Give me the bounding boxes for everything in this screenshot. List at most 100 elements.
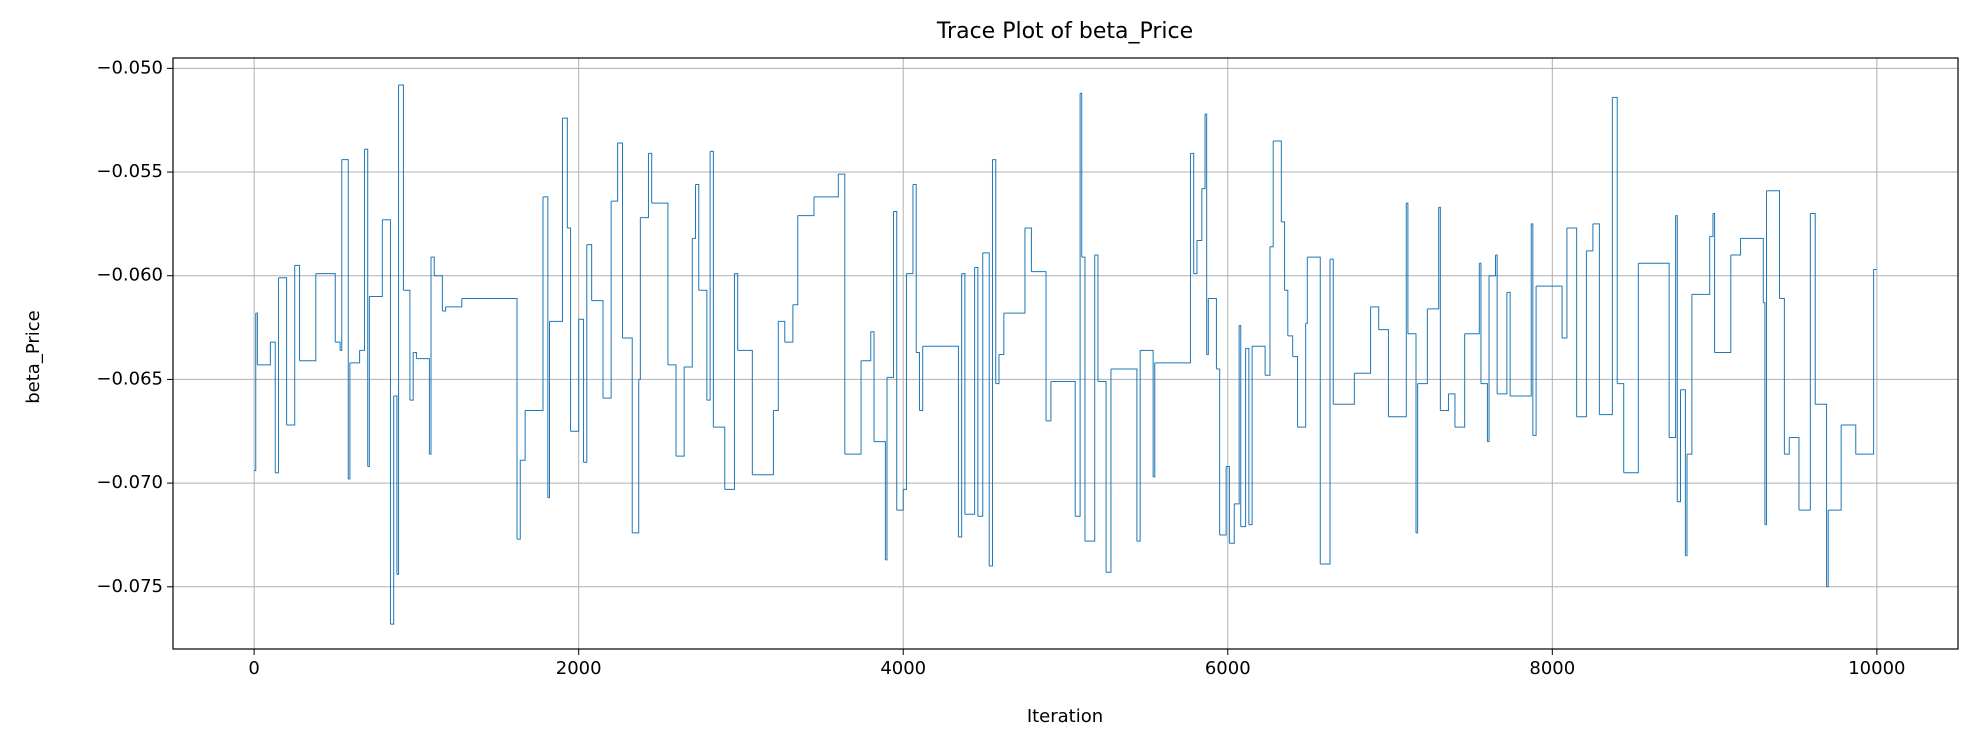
trace-segment	[429, 257, 432, 455]
trace-segment	[1273, 140, 1282, 222]
trace-segment	[1330, 258, 1334, 405]
trace-segment	[778, 320, 786, 343]
x-tick-label: 4000	[880, 658, 926, 679]
trace-segment	[1154, 153, 1191, 364]
chart-title: Trace Plot of beta_Price	[936, 19, 1193, 44]
trace-segment	[1709, 213, 1714, 237]
trace-segment	[1378, 329, 1389, 417]
trace-segment	[706, 151, 711, 401]
trace-segment	[1205, 113, 1208, 355]
trace-segment	[1763, 302, 1766, 525]
trace-segment	[1245, 347, 1250, 525]
trace-segment	[1592, 223, 1600, 415]
trace-segment	[1110, 368, 1138, 542]
trace-segment	[773, 321, 779, 412]
trace-segment	[1675, 215, 1678, 502]
y-tick-label: −0.075	[96, 576, 163, 597]
trace-segment	[1677, 389, 1682, 503]
trace-segment	[982, 252, 990, 567]
trace-segment	[617, 142, 623, 338]
trace-segment	[1050, 380, 1076, 517]
trace-segment	[922, 345, 959, 538]
trace-segment	[1687, 294, 1693, 455]
trace-segment	[1226, 466, 1230, 544]
trace-segment	[919, 346, 924, 412]
y-tick-label: −0.070	[96, 472, 163, 493]
trace-segment	[1531, 223, 1534, 436]
trace-segment	[1438, 206, 1441, 411]
x-tick-label: 10000	[1848, 658, 1905, 679]
trace-segment	[1407, 333, 1417, 533]
trace-segment	[1305, 257, 1308, 324]
trace-segment	[1730, 238, 1742, 256]
trace-segment	[335, 341, 341, 351]
trace-segment	[713, 426, 726, 490]
trace-segment	[348, 362, 351, 480]
trace-segment	[752, 410, 774, 476]
trace-segment	[916, 351, 920, 411]
trace-segment	[1480, 383, 1488, 442]
trace-segment	[870, 331, 875, 442]
trace-segment	[1307, 256, 1321, 564]
trace-segment	[622, 337, 633, 533]
trace-segment	[1046, 381, 1052, 422]
trace-segment	[442, 306, 447, 312]
trace-segment	[1815, 403, 1828, 587]
trace-segment	[813, 174, 839, 198]
trace-segment	[1841, 424, 1857, 455]
trace-segment	[1454, 333, 1466, 428]
trace-segment	[1779, 298, 1785, 455]
trace-segment	[692, 184, 697, 239]
trace-segment	[591, 300, 604, 399]
trace-segment	[1764, 190, 1768, 526]
trace-segment	[390, 396, 395, 625]
x-tick-label: 0	[248, 658, 259, 679]
trace-segment	[1586, 223, 1594, 252]
trace-segment	[409, 352, 414, 401]
trace-segment	[525, 196, 544, 412]
trace-segment	[1219, 466, 1227, 536]
trace-segment	[434, 275, 443, 311]
trace-segment	[1292, 356, 1299, 428]
trace-segment	[896, 489, 904, 511]
trace-segment	[393, 395, 398, 575]
trace-segment	[1084, 255, 1096, 542]
trace-segment	[586, 244, 593, 301]
trace-segment	[874, 441, 886, 560]
trace-segment	[286, 265, 296, 426]
trace-segment	[403, 289, 411, 401]
trace-segment	[885, 377, 888, 561]
trace-segment	[611, 143, 619, 202]
trace-segment	[1828, 425, 1842, 511]
trace-segment	[912, 183, 917, 353]
trace-segment	[961, 273, 966, 515]
trace-segment	[1810, 213, 1816, 405]
x-axis-label: Iteration	[1027, 706, 1103, 727]
trace-segment	[1685, 454, 1688, 557]
trace-segment	[254, 313, 257, 472]
trace-segment	[1714, 255, 1732, 353]
y-axis-label: beta_Price	[23, 310, 44, 404]
trace-segment	[797, 196, 815, 217]
trace-segment	[1024, 227, 1032, 272]
trace-segment	[562, 117, 568, 229]
trace-segment	[570, 319, 580, 432]
trace-segment	[1712, 213, 1716, 353]
trace-segment	[887, 211, 894, 378]
trace-segment	[1136, 350, 1141, 542]
trace-segment	[1623, 263, 1639, 474]
trace-segment	[1784, 437, 1790, 455]
trace-segment	[416, 358, 430, 455]
trace-segment	[369, 219, 383, 297]
trace-segment	[1097, 380, 1107, 573]
trace-segment	[1252, 345, 1266, 376]
trace-segment	[1440, 393, 1449, 412]
trace-segment	[1479, 262, 1482, 384]
trace-segment	[695, 183, 700, 291]
trace-segment	[710, 150, 714, 428]
trace-segment	[1320, 259, 1331, 565]
trace-segment	[977, 252, 984, 517]
trace-segment	[1287, 335, 1294, 357]
trace-segment	[1240, 348, 1247, 528]
trace-segment	[1075, 93, 1081, 517]
